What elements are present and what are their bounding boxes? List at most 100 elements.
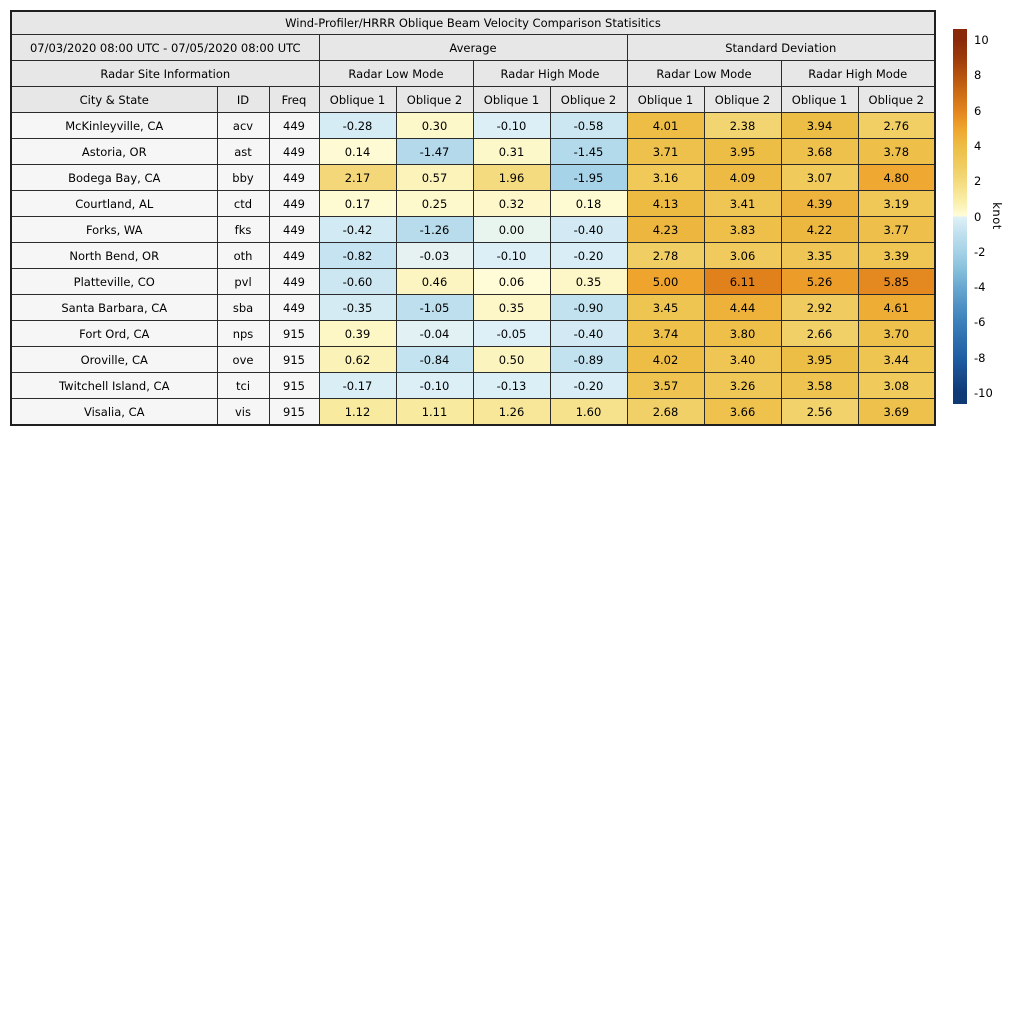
value-cell: -1.47	[395, 138, 474, 165]
group-header-standard-deviation: Standard Deviation	[626, 34, 936, 61]
table-row: Platteville, CO pvl 449 -0.60 0.46 0.06 0.35 5.…	[10, 268, 936, 295]
city-state-cell: Santa Barbara, CA	[10, 294, 218, 321]
value-cell: -0.10	[472, 242, 551, 269]
value-cell: -0.84	[395, 346, 474, 373]
value-cell: 2.17	[318, 164, 397, 191]
value-cell: 0.06	[472, 268, 551, 295]
column-header-oblique2: Oblique 2	[549, 86, 628, 113]
group-header-average: Average	[318, 34, 628, 61]
value-cell: 1.60	[549, 398, 628, 426]
colorbar-tick-label: -10	[974, 385, 993, 400]
section-header-std-low-mode: Radar Low Mode	[626, 60, 782, 87]
column-header-oblique2: Oblique 2	[395, 86, 474, 113]
freq-cell: 449	[268, 190, 320, 217]
value-cell: -0.42	[318, 216, 397, 243]
value-cell: 3.19	[857, 190, 936, 217]
value-cell: -0.40	[549, 320, 628, 347]
city-state-cell: Oroville, CA	[10, 346, 218, 373]
value-cell: 0.57	[395, 164, 474, 191]
column-header-id: ID	[216, 86, 270, 113]
value-cell: -0.89	[549, 346, 628, 373]
freq-cell: 449	[268, 242, 320, 269]
value-cell: 3.70	[857, 320, 936, 347]
column-header-oblique2: Oblique 2	[703, 86, 782, 113]
value-cell: 5.00	[626, 268, 705, 295]
colorbar-tick-label: -6	[974, 315, 986, 330]
column-header-oblique1: Oblique 1	[780, 86, 859, 113]
value-cell: 4.44	[703, 294, 782, 321]
value-cell: -0.20	[549, 372, 628, 399]
value-cell: 4.23	[626, 216, 705, 243]
table-row: McKinleyville, CA acv 449 -0.28 0.30 -0.10 -0.…	[10, 112, 936, 139]
table-body: McKinleyville, CA acv 449 -0.28 0.30 -0.10 -0.…	[10, 112, 936, 426]
value-cell: 3.69	[857, 398, 936, 426]
value-cell: 3.66	[703, 398, 782, 426]
freq-cell: 449	[268, 138, 320, 165]
value-cell: 3.35	[780, 242, 859, 269]
value-cell: 2.66	[780, 320, 859, 347]
value-cell: 5.85	[857, 268, 936, 295]
value-cell: 3.40	[703, 346, 782, 373]
colorbar-tick-label: 10	[974, 33, 989, 48]
colorbar-tick-label: 2	[974, 174, 982, 189]
value-cell: 3.45	[626, 294, 705, 321]
value-cell: 2.76	[857, 112, 936, 139]
column-header-city-state: City & State	[10, 86, 218, 113]
value-cell: 0.00	[472, 216, 551, 243]
value-cell: 4.13	[626, 190, 705, 217]
value-cell: 3.77	[857, 216, 936, 243]
value-cell: 3.80	[703, 320, 782, 347]
table-title: Wind-Profiler/HRRR Oblique Beam Velocity…	[10, 10, 936, 35]
freq-cell: 449	[268, 268, 320, 295]
value-cell: 3.94	[780, 112, 859, 139]
freq-cell: 449	[268, 164, 320, 191]
city-state-cell: Platteville, CO	[10, 268, 218, 295]
column-header-oblique2: Oblique 2	[857, 86, 936, 113]
statistics-table: Wind-Profiler/HRRR Oblique Beam Velocity…	[10, 10, 936, 426]
value-cell: 0.39	[318, 320, 397, 347]
value-cell: -0.17	[318, 372, 397, 399]
value-cell: 3.41	[703, 190, 782, 217]
colorbar-unit-label: knot	[990, 202, 1004, 230]
value-cell: 2.56	[780, 398, 859, 426]
value-cell: 3.95	[780, 346, 859, 373]
table-row: Santa Barbara, CA sba 449 -0.35 -1.05 0.35 -0.…	[10, 294, 936, 321]
value-cell: 1.11	[395, 398, 474, 426]
site-id-cell: pvl	[216, 268, 270, 295]
value-cell: 0.30	[395, 112, 474, 139]
value-cell: -1.45	[549, 138, 628, 165]
site-id-cell: tci	[216, 372, 270, 399]
value-cell: 3.07	[780, 164, 859, 191]
value-cell: 0.62	[318, 346, 397, 373]
table-row: Oroville, CA ove 915 0.62 -0.84 0.50 -0.89 4.02…	[10, 346, 936, 373]
site-id-cell: fks	[216, 216, 270, 243]
value-cell: 0.46	[395, 268, 474, 295]
table-row: Visalia, CA vis 915 1.12 1.11 1.26 1.60 2.68 3.6…	[10, 398, 936, 426]
date-range: 07/03/2020 08:00 UTC - 07/05/2020 08:00 …	[10, 34, 320, 61]
value-cell: -1.05	[395, 294, 474, 321]
value-cell: -0.90	[549, 294, 628, 321]
value-cell: 3.44	[857, 346, 936, 373]
city-state-cell: Astoria, OR	[10, 138, 218, 165]
value-cell: 0.14	[318, 138, 397, 165]
value-cell: -0.58	[549, 112, 628, 139]
value-cell: 4.80	[857, 164, 936, 191]
value-cell: 2.68	[626, 398, 705, 426]
colorbar-tick-label: 8	[974, 68, 982, 83]
value-cell: -0.40	[549, 216, 628, 243]
section-header-std-high-mode: Radar High Mode	[780, 60, 936, 87]
value-cell: 3.06	[703, 242, 782, 269]
site-id-cell: oth	[216, 242, 270, 269]
site-id-cell: vis	[216, 398, 270, 426]
site-id-cell: ove	[216, 346, 270, 373]
section-header-avg-low-mode: Radar Low Mode	[318, 60, 474, 87]
colorbar-tick-label: 0	[974, 209, 982, 224]
value-cell: 3.71	[626, 138, 705, 165]
column-header-freq: Freq	[268, 86, 320, 113]
value-cell: 0.17	[318, 190, 397, 217]
table-row: Courtland, AL ctd 449 0.17 0.25 0.32 0.18 4.13 3…	[10, 190, 936, 217]
site-id-cell: ctd	[216, 190, 270, 217]
site-id-cell: sba	[216, 294, 270, 321]
city-state-cell: McKinleyville, CA	[10, 112, 218, 139]
